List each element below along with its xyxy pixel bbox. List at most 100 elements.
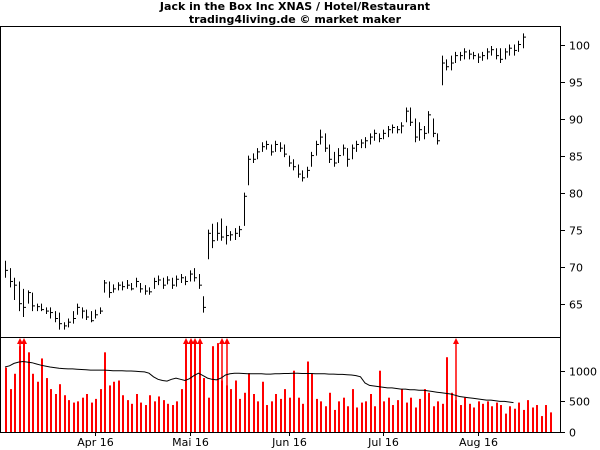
volume-bar	[419, 398, 421, 432]
volume-bar	[253, 394, 255, 432]
volume-bar	[131, 403, 133, 432]
x-tick-label: Jun 16	[271, 436, 307, 449]
volume-bar	[410, 397, 412, 432]
volume-bar	[176, 401, 178, 432]
signal-arrow	[192, 338, 198, 344]
volume-bar	[46, 378, 48, 432]
volume-bar	[424, 389, 426, 432]
volume-bars	[4, 338, 552, 432]
volume-bar	[149, 395, 151, 432]
volume-tick-label: 0	[569, 427, 576, 440]
x-tick-label: Jul 16	[367, 436, 399, 449]
volume-bar	[122, 395, 124, 432]
signal-arrow	[453, 338, 459, 344]
price-tick-label: 95	[569, 77, 583, 90]
volume-bar	[496, 402, 498, 432]
volume-bar	[163, 400, 165, 432]
price-axis: 65 70 75 80 85 90 95 100	[561, 40, 590, 312]
volume-bar	[10, 389, 12, 432]
volume-bar	[262, 381, 264, 432]
volume-bar	[541, 416, 543, 432]
volume-bar	[545, 405, 547, 432]
volume-bar	[550, 412, 552, 432]
volume-bar	[217, 343, 219, 432]
volume-bar	[446, 357, 448, 432]
volume-bar	[347, 406, 349, 432]
volume-bar	[464, 397, 466, 432]
volume-bar	[82, 397, 84, 432]
volume-bar	[352, 389, 354, 432]
volume-bar	[145, 405, 147, 432]
volume-bar	[275, 394, 277, 432]
volume-bar	[32, 373, 34, 432]
volume-bar	[437, 401, 439, 432]
price-tick-label: 90	[569, 114, 583, 127]
price-tick-label: 100	[569, 40, 590, 53]
volume-bar	[118, 380, 120, 432]
volume-tick-label: 1000	[569, 366, 597, 379]
volume-bar	[64, 395, 66, 432]
volume-bar	[68, 400, 70, 432]
price-tick-label: 80	[569, 188, 583, 201]
volume-bar	[77, 401, 79, 432]
volume-bar	[478, 401, 480, 432]
volume-bar	[491, 406, 493, 432]
price-tick-label: 65	[569, 299, 583, 312]
volume-panel-border	[0, 337, 561, 433]
volume-bar	[28, 352, 30, 432]
volume-moving-average	[4, 360, 514, 404]
volume-bar	[433, 406, 435, 432]
volume-bar	[343, 397, 345, 432]
signal-arrow	[21, 338, 27, 344]
volume-bar	[361, 402, 363, 432]
chart-subtitle: trading4living.de © market maker	[188, 13, 402, 26]
volume-bar	[460, 405, 462, 432]
volume-bar	[127, 400, 129, 432]
volume-bar	[338, 401, 340, 432]
signal-arrow	[17, 338, 23, 344]
volume-bar	[86, 394, 88, 432]
volume-bar	[140, 402, 142, 432]
volume-bar	[244, 392, 246, 432]
price-tick-label: 85	[569, 151, 583, 164]
volume-bar	[136, 394, 138, 432]
volume-bar	[5, 367, 7, 432]
volume-bar	[379, 370, 381, 432]
price-panel-border	[0, 26, 561, 338]
volume-bar	[505, 413, 507, 432]
signal-arrow	[219, 338, 225, 344]
volume-bar	[442, 403, 444, 432]
volume-bar	[95, 398, 97, 432]
volume-bar	[257, 401, 259, 432]
price-tick-label: 70	[569, 262, 583, 275]
volume-bar	[523, 409, 525, 432]
volume-bar	[509, 406, 511, 432]
volume-bar	[230, 389, 232, 432]
volume-bar	[392, 405, 394, 432]
price-tick-label: 75	[569, 225, 583, 238]
volume-bar	[248, 373, 250, 432]
volume-bar	[473, 407, 475, 432]
signal-arrow	[188, 338, 194, 344]
x-tick-label: Aug 16	[459, 436, 498, 449]
volume-bar	[55, 394, 57, 432]
volume-bar	[329, 392, 331, 432]
signal-arrow	[197, 338, 203, 344]
x-tick-label: Apr 16	[77, 436, 114, 449]
volume-bar	[482, 403, 484, 432]
volume-bar	[469, 403, 471, 432]
volume-bar	[203, 378, 205, 432]
volume-bar	[365, 401, 367, 432]
volume-bar	[518, 402, 520, 432]
volume-bar	[320, 401, 322, 432]
volume-bar	[172, 405, 174, 432]
volume-bar	[401, 389, 403, 432]
volume-tick-label: 500	[569, 396, 590, 409]
volume-bar	[370, 394, 372, 432]
volume-bar	[293, 370, 295, 432]
volume-bar	[59, 384, 61, 432]
volume-bar	[41, 358, 43, 432]
volume-bar	[415, 407, 417, 432]
volume-bar	[388, 397, 390, 432]
